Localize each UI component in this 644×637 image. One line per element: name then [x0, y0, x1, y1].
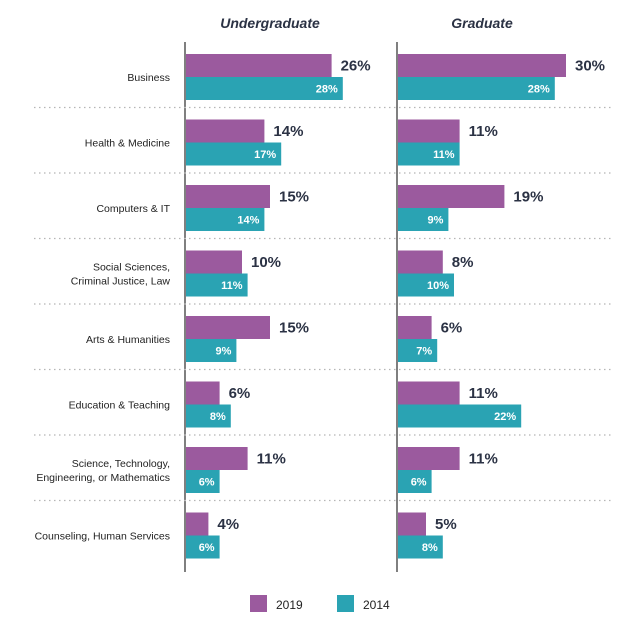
- category-label: Business: [127, 72, 170, 84]
- category-label: Counseling, Human Services: [35, 531, 170, 543]
- category-label-line: Criminal Justice, Law: [71, 276, 171, 288]
- category-label: Education & Teaching: [69, 400, 171, 412]
- bar-2014: [186, 208, 265, 231]
- data-label: 6%: [411, 477, 427, 489]
- data-label: 7%: [416, 346, 432, 358]
- bar-2019: [186, 119, 265, 143]
- data-label: 6%: [199, 477, 215, 489]
- data-label: 10%: [427, 280, 449, 292]
- data-label: 15%: [279, 189, 309, 206]
- bar-2019: [186, 447, 248, 470]
- category-label: Computers & IT: [96, 203, 170, 215]
- bar-2019: [398, 512, 426, 536]
- category-label: Social Sciences, Criminal Justice, Law: [71, 262, 171, 288]
- bar-2014: [186, 339, 237, 362]
- category-label: Science, Technology, Engineering, or Math…: [36, 458, 170, 484]
- category-label: Arts & Humanities: [86, 334, 170, 346]
- category-label: Health & Medicine: [85, 138, 170, 150]
- data-label: 17%: [254, 149, 276, 161]
- data-label: 14%: [237, 215, 259, 227]
- data-label: 26%: [341, 58, 371, 75]
- bar-2014: [398, 339, 438, 362]
- bar-2014: [186, 273, 248, 297]
- panel-title-1: Graduate: [451, 15, 513, 31]
- bar-2019: [186, 316, 270, 339]
- data-label: 11%: [469, 385, 498, 402]
- category-label-line: Health & Medicine: [85, 138, 170, 150]
- bar-2019: [398, 381, 460, 405]
- data-label: 22%: [494, 411, 516, 423]
- data-label: 11%: [257, 451, 286, 468]
- data-label: 30%: [575, 58, 605, 75]
- panel-title-0: Undergraduate: [220, 15, 320, 31]
- data-label: 6%: [199, 542, 215, 554]
- legend-swatch-2019: [250, 595, 267, 612]
- data-label: 4%: [217, 516, 239, 533]
- category-label-line: Business: [127, 72, 170, 84]
- bar-2014: [186, 404, 231, 428]
- bar-2019: [186, 250, 242, 274]
- data-label: 6%: [441, 320, 463, 337]
- data-label: 28%: [316, 84, 338, 96]
- bar-2019: [186, 54, 332, 77]
- data-label: 5%: [435, 516, 457, 533]
- data-label: 11%: [469, 123, 498, 140]
- data-label: 11%: [221, 280, 243, 292]
- bar-2019: [398, 316, 432, 339]
- data-label: 9%: [215, 346, 231, 358]
- bar-2019: [186, 185, 270, 208]
- category-label-line: Education & Teaching: [69, 400, 171, 412]
- bar-2019: [398, 185, 505, 208]
- bar-2019: [186, 512, 209, 536]
- bar-2019: [398, 250, 443, 274]
- category-label-line: Arts & Humanities: [86, 334, 170, 346]
- bar-2014: [398, 273, 454, 297]
- bar-2019: [398, 54, 566, 77]
- bar-2014: [398, 470, 432, 493]
- bar-2014: [398, 142, 460, 166]
- data-label: 6%: [229, 385, 251, 402]
- legend-label: 2014: [363, 598, 390, 612]
- data-label: 11%: [433, 149, 455, 161]
- bar-2014: [186, 535, 220, 559]
- bar-2014: [398, 535, 443, 559]
- bar-2014: [398, 77, 555, 100]
- bar-2014: [186, 470, 220, 493]
- category-label-line: Engineering, or Mathematics: [36, 472, 170, 484]
- category-label-line: Science, Technology,: [72, 458, 170, 470]
- bar-2019: [398, 447, 460, 470]
- bar-2014: [398, 404, 522, 428]
- bar-2014: [186, 77, 343, 100]
- data-label: 10%: [251, 254, 281, 271]
- data-label: 11%: [469, 451, 498, 468]
- category-label-line: Social Sciences,: [93, 262, 170, 274]
- data-label: 14%: [273, 123, 303, 140]
- category-label-line: Counseling, Human Services: [35, 531, 170, 543]
- bar-2014: [398, 208, 449, 231]
- data-label: 15%: [279, 320, 309, 337]
- data-label: 19%: [513, 189, 543, 206]
- bar-2014: [186, 142, 282, 166]
- data-label: 28%: [528, 84, 550, 96]
- bar-2019: [186, 381, 220, 405]
- legend-swatch-2014: [337, 595, 354, 612]
- data-label: 8%: [452, 254, 474, 271]
- data-label: 9%: [427, 215, 443, 227]
- data-label: 8%: [422, 542, 438, 554]
- bar-2019: [398, 119, 460, 143]
- data-label: 8%: [210, 411, 226, 423]
- category-label-line: Computers & IT: [96, 203, 170, 215]
- legend-label: 2019: [276, 598, 303, 612]
